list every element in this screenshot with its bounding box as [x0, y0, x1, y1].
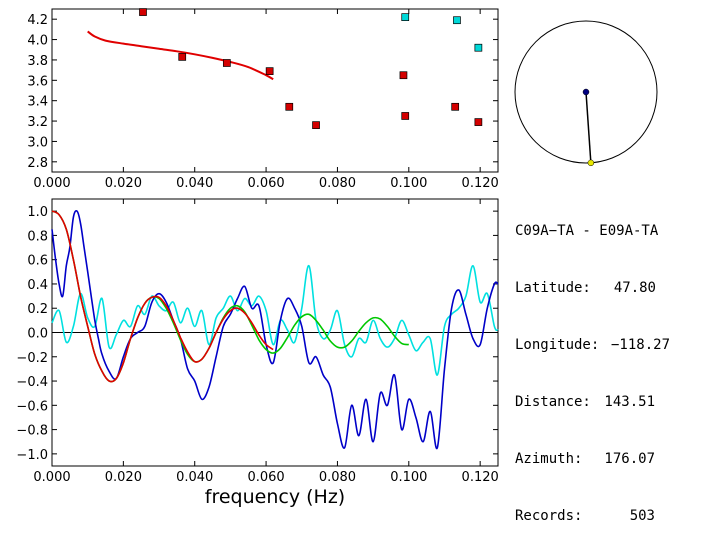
x-tick-label: 0.040: [176, 176, 213, 191]
x-tick-label: 0.100: [390, 176, 427, 191]
station-info-panel: C09A−TA - E09A-TA Latitude: 47.80 Longitu…: [515, 184, 671, 545]
y-tick-label: 2.8: [27, 156, 48, 171]
info-value: 47.80: [613, 280, 656, 296]
info-row-records: Records: 503: [515, 507, 661, 526]
info-key: Distance:: [515, 394, 591, 410]
y-tick-label: 0.4: [27, 278, 48, 293]
target-dot: [587, 159, 595, 167]
info-value: 503: [629, 508, 655, 524]
data-point-red: [399, 71, 408, 80]
data-point-red: [401, 112, 410, 120]
y-tick-label: 1.0: [27, 205, 48, 220]
x-tick-label: 0.120: [462, 470, 499, 485]
plot-frame: [51, 8, 499, 173]
data-point-red: [265, 67, 274, 75]
azimuth-dial: [514, 20, 658, 167]
info-key: Records:: [515, 508, 583, 524]
info-value: −118.27: [611, 337, 671, 353]
fit-curve: [87, 30, 274, 81]
y-tick-label: 0.8: [27, 229, 48, 244]
x-tick-label: 0.000: [33, 470, 70, 485]
y-tick-label: 3.2: [27, 115, 48, 130]
dial-circle: [514, 20, 658, 164]
series-line-cyan: [51, 264, 499, 376]
dispersion-scatter-plot: 0.000 0.020 0.040 0.060 0.080 0.100 0.120 2.8 3.…: [27, 8, 499, 191]
y-tick-label: −0.8: [16, 424, 48, 439]
x-tick-label: 0.120: [462, 176, 499, 191]
data-point-cyan: [401, 13, 410, 21]
data-point-cyan: [453, 16, 461, 25]
info-row-longitude: Longitude: −118.27: [515, 336, 671, 355]
info-key: Longitude:: [515, 337, 600, 353]
y-tick-label: −0.4: [16, 375, 48, 390]
y-tick-label: 0.2: [27, 302, 48, 317]
station-dot: [582, 88, 590, 96]
y-tick-label: −0.2: [16, 351, 48, 366]
data-point-cyan: [474, 43, 483, 52]
data-point-red: [312, 121, 320, 129]
y-tick-label: 3.6: [27, 74, 48, 89]
y-tick-label: 3.8: [27, 54, 48, 69]
x-tick-label: 0.100: [390, 470, 427, 485]
x-tick-label: 0.020: [105, 176, 142, 191]
y-tick-label: 3.0: [27, 135, 48, 150]
station-pair-label: C09A−TA - E09A-TA: [515, 223, 659, 239]
x-tick-label: 0.060: [247, 176, 284, 191]
data-point-red: [139, 8, 147, 16]
info-key: Azimuth:: [515, 451, 583, 467]
azimuth-needle: [585, 91, 592, 163]
x-tick-label: 0.060: [247, 470, 284, 485]
x-tick-label: 0.080: [319, 176, 356, 191]
figure: 0.000 0.020 0.040 0.060 0.080 0.100 0.120 2.8 3.…: [16, 8, 658, 508]
y-tick-label: −0.6: [16, 399, 48, 414]
y-tick-label: 3.4: [27, 95, 48, 110]
info-value: 143.51: [604, 394, 655, 410]
data-point-red: [222, 59, 231, 67]
y-tick-label: −1.0: [16, 448, 48, 463]
info-row-distance: Distance: 143.51: [515, 393, 661, 412]
info-value: 176.07: [604, 451, 655, 467]
x-tick-label: 0.020: [105, 470, 142, 485]
x-tick-label: 0.080: [319, 470, 356, 485]
y-tick-label: 0.6: [27, 254, 48, 269]
data-point-red: [285, 102, 294, 111]
x-axis-label: frequency (Hz): [205, 486, 345, 508]
data-point-red: [178, 53, 187, 61]
series-line-red: [51, 210, 274, 383]
x-tick-label: 0.000: [33, 176, 70, 191]
info-row-azimuth: Azimuth: 176.07: [515, 450, 661, 469]
data-point-red: [474, 118, 483, 126]
y-tick-label: 4.2: [27, 13, 48, 28]
info-row-latitude: Latitude: 47.80: [515, 279, 661, 298]
info-key: Latitude:: [515, 280, 591, 296]
spectrum-line-plot: 0.000 0.020 0.040 0.060 0.080 0.100 0.120 1.0 0.…: [16, 198, 499, 508]
series-line-blue: [51, 209, 499, 450]
y-tick-label: 4.0: [27, 34, 48, 49]
data-point-red: [451, 102, 460, 111]
y-tick-label: 0.0: [27, 327, 48, 342]
x-tick-label: 0.040: [176, 470, 213, 485]
